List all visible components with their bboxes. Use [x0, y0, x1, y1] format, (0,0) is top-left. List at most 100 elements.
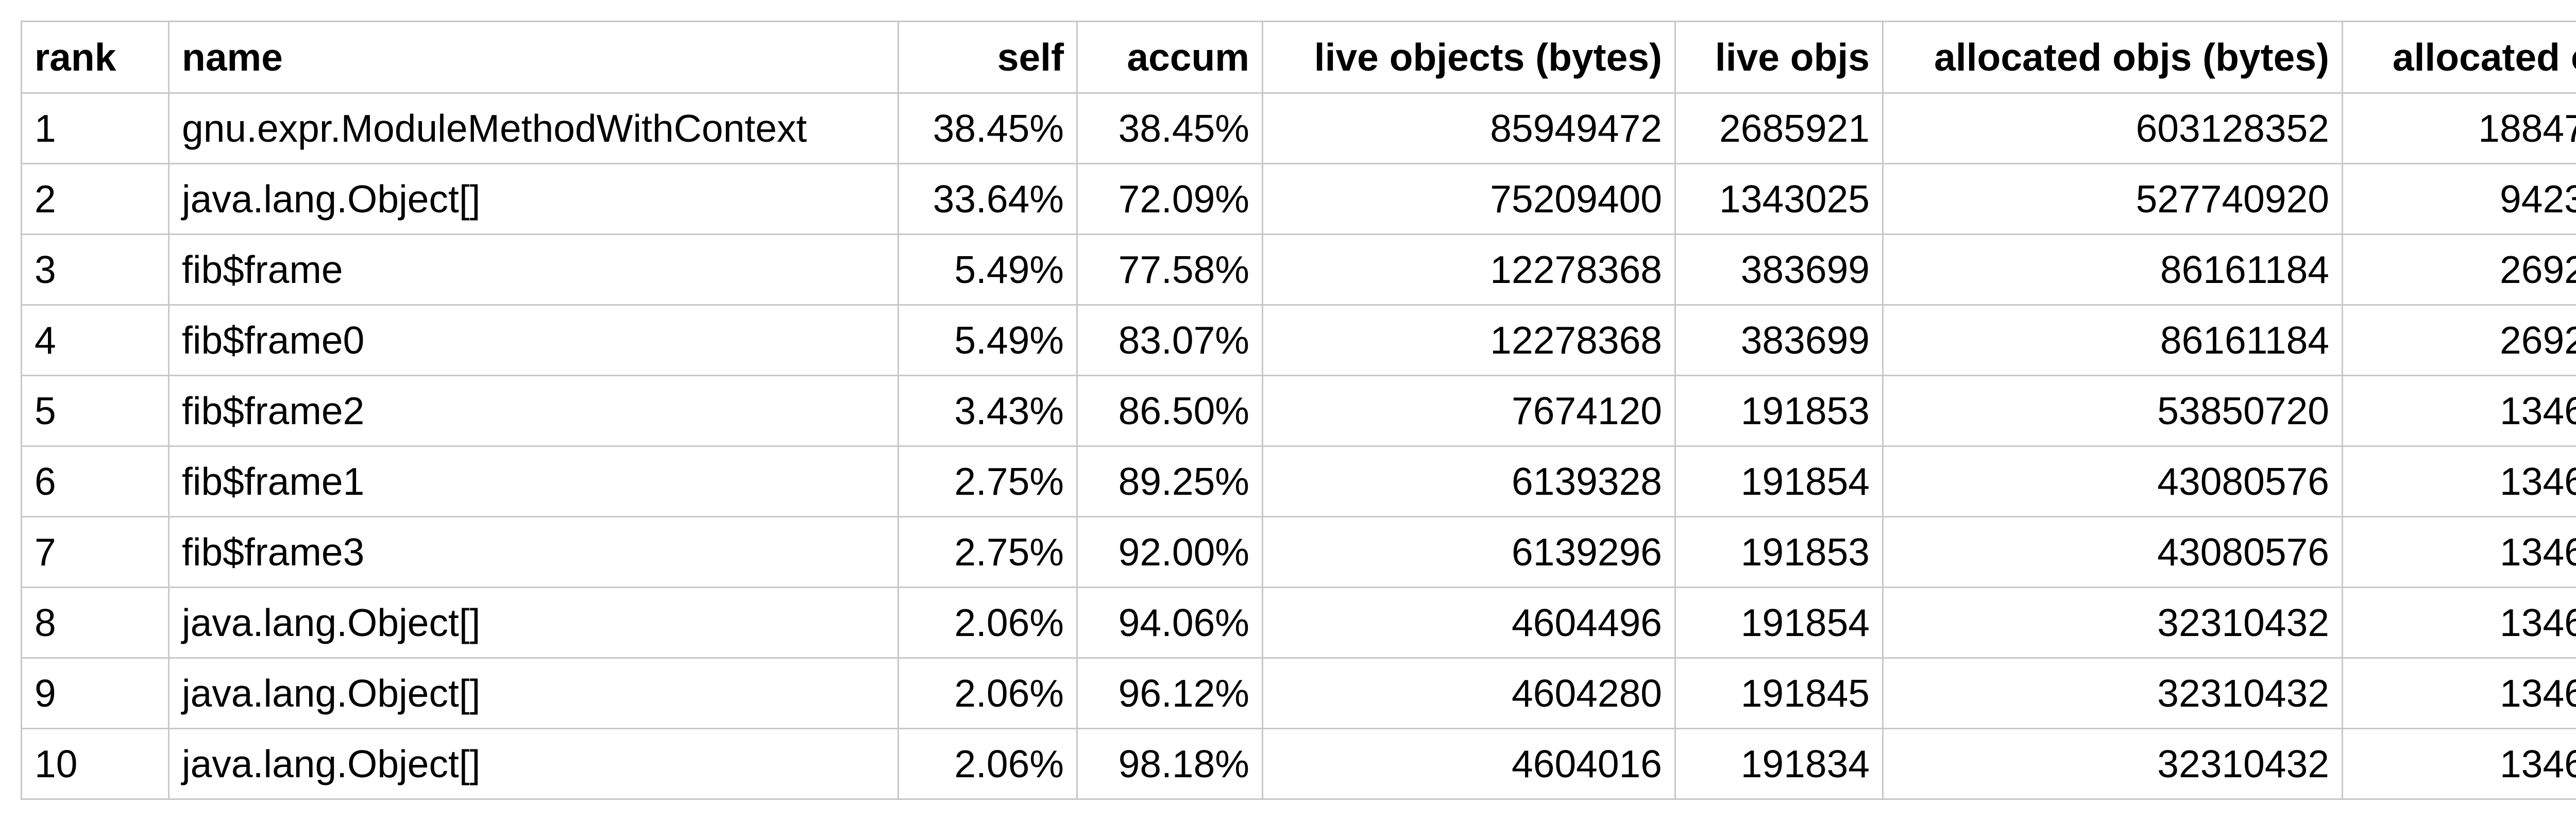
cell-allocated-objs: 2692537 — [2342, 304, 2576, 376]
cell-accum: 77.58% — [1076, 233, 1263, 306]
cell-self: 5.49% — [897, 233, 1078, 306]
cell-allocated-objs-bytes: 53850720 — [1882, 375, 2343, 447]
cell-live-objs: 191853 — [1674, 375, 1884, 447]
cell-rank: 10 — [21, 728, 170, 800]
cell-accum: 86.50% — [1076, 375, 1263, 447]
column-header-name: name — [168, 21, 899, 94]
cell-rank: 5 — [21, 375, 170, 447]
cell-allocated-objs: 1346268 — [2342, 375, 2576, 447]
cell-name: fib$frame0 — [168, 304, 899, 376]
cell-accum: 89.25% — [1076, 445, 1263, 517]
cell-live-objs: 191845 — [1674, 657, 1884, 729]
table-row: 3 fib$frame 5.49% 77.58% 12278368 383699… — [21, 233, 2576, 306]
cell-self: 2.06% — [897, 657, 1078, 729]
cell-live-objects-bytes: 85949472 — [1262, 92, 1676, 164]
cell-live-objs: 2685921 — [1674, 92, 1884, 164]
cell-allocated-objs-bytes: 32310432 — [1882, 657, 2343, 729]
cell-allocated-objs-bytes: 86161184 — [1882, 304, 2343, 376]
cell-self: 33.64% — [897, 163, 1078, 235]
cell-rank: 2 — [21, 163, 170, 235]
cell-live-objs: 383699 — [1674, 233, 1884, 306]
cell-live-objs: 191854 — [1674, 445, 1884, 517]
cell-live-objects-bytes: 4604280 — [1262, 657, 1676, 729]
cell-accum: 72.09% — [1076, 163, 1263, 235]
cell-rank: 1 — [21, 92, 170, 164]
column-header-allocated-objs-bytes: allocated objs (bytes) — [1882, 21, 2343, 94]
table-row: 10 java.lang.Object[] 2.06% 98.18% 46040… — [21, 728, 2576, 800]
cell-allocated-objs-bytes: 43080576 — [1882, 516, 2343, 588]
table-row: 5 fib$frame2 3.43% 86.50% 7674120 191853… — [21, 375, 2576, 447]
header-row: rank name self accum live objects (bytes… — [21, 21, 2576, 94]
cell-allocated-objs: 1346268 — [2342, 587, 2576, 659]
cell-live-objects-bytes: 12278368 — [1262, 233, 1676, 306]
cell-name: java.lang.Object[] — [168, 587, 899, 659]
cell-accum: 94.06% — [1076, 587, 1263, 659]
column-header-allocated-objs: allocated objs — [2342, 21, 2576, 94]
cell-live-objects-bytes: 4604496 — [1262, 587, 1676, 659]
cell-live-objs: 383699 — [1674, 304, 1884, 376]
cell-accum: 98.18% — [1076, 728, 1263, 800]
cell-allocated-objs: 9423945 — [2342, 163, 2576, 235]
cell-name: fib$frame2 — [168, 375, 899, 447]
column-header-accum: accum — [1076, 21, 1263, 94]
cell-allocated-objs-bytes: 32310432 — [1882, 587, 2343, 659]
table-row: 9 java.lang.Object[] 2.06% 96.12% 460428… — [21, 657, 2576, 729]
cell-live-objects-bytes: 4604016 — [1262, 728, 1676, 800]
cell-name: gnu.expr.ModuleMethodWithContext — [168, 92, 899, 164]
cell-name: java.lang.Object[] — [168, 657, 899, 729]
cell-rank: 6 — [21, 445, 170, 517]
table-row: 7 fib$frame3 2.75% 92.00% 6139296 191853… — [21, 516, 2576, 588]
column-header-rank: rank — [21, 21, 170, 94]
cell-allocated-objs: 18847761 — [2342, 92, 2576, 164]
cell-self: 2.06% — [897, 728, 1078, 800]
cell-rank: 3 — [21, 233, 170, 306]
cell-rank: 9 — [21, 657, 170, 729]
table-row: 1 gnu.expr.ModuleMethodWithContext 38.45… — [21, 92, 2576, 164]
cell-allocated-objs-bytes: 32310432 — [1882, 728, 2343, 800]
cell-name: java.lang.Object[] — [168, 163, 899, 235]
table-row: 8 java.lang.Object[] 2.06% 94.06% 460449… — [21, 587, 2576, 659]
cell-self: 2.75% — [897, 445, 1078, 517]
cell-name: fib$frame1 — [168, 445, 899, 517]
cell-self: 5.49% — [897, 304, 1078, 376]
cell-name: fib$frame3 — [168, 516, 899, 588]
cell-allocated-objs-bytes: 527740920 — [1882, 163, 2343, 235]
table-row: 4 fib$frame0 5.49% 83.07% 12278368 38369… — [21, 304, 2576, 376]
allocation-profile-table: rank name self accum live objects (bytes… — [21, 21, 2576, 800]
cell-accum: 38.45% — [1076, 92, 1263, 164]
cell-live-objects-bytes: 7674120 — [1262, 375, 1676, 447]
cell-self: 38.45% — [897, 92, 1078, 164]
cell-live-objs: 191854 — [1674, 587, 1884, 659]
cell-rank: 7 — [21, 516, 170, 588]
table-row: 2 java.lang.Object[] 33.64% 72.09% 75209… — [21, 163, 2576, 235]
cell-self: 2.06% — [897, 587, 1078, 659]
profile-table-container: rank name self accum live objects (bytes… — [21, 21, 2576, 800]
cell-allocated-objs: 1346268 — [2342, 445, 2576, 517]
cell-allocated-objs: 1346268 — [2342, 516, 2576, 588]
cell-allocated-objs: 1346268 — [2342, 728, 2576, 800]
cell-rank: 4 — [21, 304, 170, 376]
cell-self: 2.75% — [897, 516, 1078, 588]
cell-live-objs: 191853 — [1674, 516, 1884, 588]
cell-allocated-objs-bytes: 43080576 — [1882, 445, 2343, 517]
cell-accum: 96.12% — [1076, 657, 1263, 729]
column-header-self: self — [897, 21, 1078, 94]
column-header-live-objects-bytes: live objects (bytes) — [1262, 21, 1676, 94]
cell-live-objects-bytes: 6139296 — [1262, 516, 1676, 588]
cell-accum: 92.00% — [1076, 516, 1263, 588]
cell-allocated-objs-bytes: 86161184 — [1882, 233, 2343, 306]
cell-live-objects-bytes: 12278368 — [1262, 304, 1676, 376]
cell-allocated-objs: 1346268 — [2342, 657, 2576, 729]
cell-live-objs: 191834 — [1674, 728, 1884, 800]
cell-live-objects-bytes: 75209400 — [1262, 163, 1676, 235]
cell-name: java.lang.Object[] — [168, 728, 899, 800]
table-row: 6 fib$frame1 2.75% 89.25% 6139328 191854… — [21, 445, 2576, 517]
cell-name: fib$frame — [168, 233, 899, 306]
cell-allocated-objs-bytes: 603128352 — [1882, 92, 2343, 164]
cell-accum: 83.07% — [1076, 304, 1263, 376]
column-header-live-objs: live objs — [1674, 21, 1884, 94]
cell-live-objects-bytes: 6139328 — [1262, 445, 1676, 517]
cell-allocated-objs: 2692537 — [2342, 233, 2576, 306]
cell-live-objs: 1343025 — [1674, 163, 1884, 235]
cell-self: 3.43% — [897, 375, 1078, 447]
